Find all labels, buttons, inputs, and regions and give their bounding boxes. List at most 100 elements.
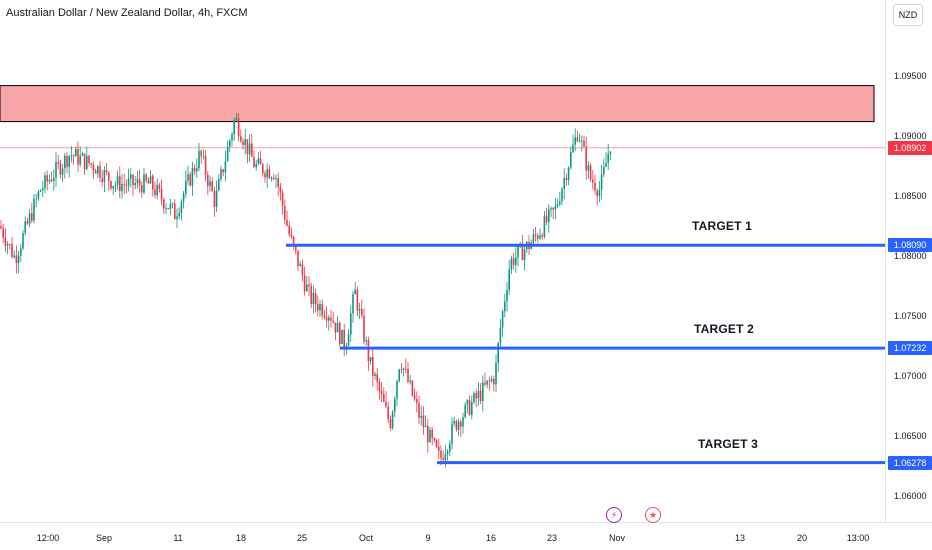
candle-body	[42, 188, 44, 191]
candle-body	[70, 155, 73, 157]
x-tick: 25	[296, 533, 308, 543]
candle-body	[46, 175, 48, 182]
candle-body	[418, 402, 420, 418]
flag-icon[interactable]: ★	[645, 507, 661, 523]
candle-body	[242, 141, 244, 146]
candle-body	[103, 169, 106, 182]
candle-body	[405, 368, 407, 370]
candle-body	[174, 203, 176, 220]
y-tick: 1.07500	[894, 311, 927, 321]
candle-body	[167, 207, 169, 210]
candle-body	[270, 177, 273, 179]
candle-body	[229, 140, 231, 147]
candle-body	[136, 179, 139, 183]
candle-body	[473, 393, 475, 403]
candle-body	[77, 149, 79, 165]
candle-body	[101, 178, 103, 182]
candle-body	[339, 322, 341, 345]
candle-body	[301, 264, 304, 276]
candle-body	[435, 440, 438, 448]
candle-body	[343, 329, 345, 350]
candle-body	[510, 258, 513, 270]
candle-body	[218, 179, 220, 191]
candle-body	[389, 419, 392, 429]
candle-body	[352, 294, 354, 314]
currency-button[interactable]: NZD	[893, 4, 923, 26]
candle-body	[350, 313, 352, 335]
lightning-icon[interactable]: ⚡	[606, 507, 622, 523]
y-tick: 1.07000	[894, 371, 927, 381]
candle-body	[319, 304, 321, 311]
candle-body	[508, 269, 510, 291]
candle-body	[310, 286, 312, 305]
candle-body	[376, 374, 378, 382]
candle-body	[583, 140, 585, 147]
candle-body	[33, 199, 35, 221]
y-tick: 1.09500	[894, 71, 927, 81]
price-axis-border	[885, 0, 886, 522]
candle-body	[72, 155, 75, 157]
target-1-price-tag: 1.08090	[888, 238, 932, 253]
candle-body	[61, 168, 64, 175]
candle-body	[28, 213, 31, 224]
candle-body	[259, 158, 262, 165]
candle-body	[196, 168, 198, 172]
candle-body	[312, 292, 315, 305]
candle-body	[180, 201, 183, 213]
candle-body	[160, 188, 163, 200]
candle-body	[486, 380, 488, 385]
candle-body	[347, 334, 350, 346]
candle-body	[127, 178, 130, 186]
candle-body	[559, 201, 561, 205]
y-tick: 1.06500	[894, 431, 927, 441]
candle-body	[587, 165, 590, 171]
candle-body	[552, 207, 554, 210]
candle-body	[295, 244, 297, 251]
resistance-zone[interactable]	[0, 85, 875, 123]
candle-body	[314, 292, 317, 305]
candle-body	[420, 415, 422, 418]
candle-body	[431, 429, 433, 439]
candle-body	[240, 136, 242, 142]
candle-body	[332, 320, 334, 323]
candle-body	[158, 184, 161, 189]
candle-body	[112, 186, 114, 189]
candle-body	[248, 143, 251, 155]
candle-body	[380, 391, 383, 394]
candle-body	[451, 423, 453, 444]
candle-body	[523, 249, 526, 261]
candle-body	[391, 411, 394, 429]
candle-body	[356, 289, 359, 311]
candle-body	[578, 141, 581, 142]
candle-body	[539, 235, 541, 239]
candle-body	[251, 143, 253, 157]
candle-body	[114, 185, 117, 187]
candle-body	[189, 174, 191, 186]
candle-body	[449, 443, 451, 452]
candle-body	[563, 177, 565, 189]
candle-body	[262, 164, 264, 174]
candle-body	[422, 415, 425, 428]
candle-body	[200, 150, 202, 157]
candle-body	[455, 420, 458, 430]
candle-body	[202, 156, 205, 157]
candle-body	[154, 189, 156, 196]
candle-body	[187, 174, 189, 181]
candle-body	[548, 209, 550, 223]
candle-body	[24, 221, 26, 234]
candle-body	[79, 155, 81, 165]
candle-body	[178, 212, 180, 217]
candle-body	[130, 174, 132, 179]
candle-body	[321, 304, 323, 316]
candle-body	[409, 380, 411, 382]
candle-body	[367, 340, 370, 362]
candle-body	[97, 166, 99, 174]
candle-body	[416, 399, 418, 403]
candle-body	[402, 368, 405, 370]
candle-body	[497, 343, 499, 363]
candle-body	[253, 156, 255, 168]
candle-body	[517, 246, 519, 258]
candle-body	[279, 186, 282, 193]
candle-body	[341, 329, 343, 345]
